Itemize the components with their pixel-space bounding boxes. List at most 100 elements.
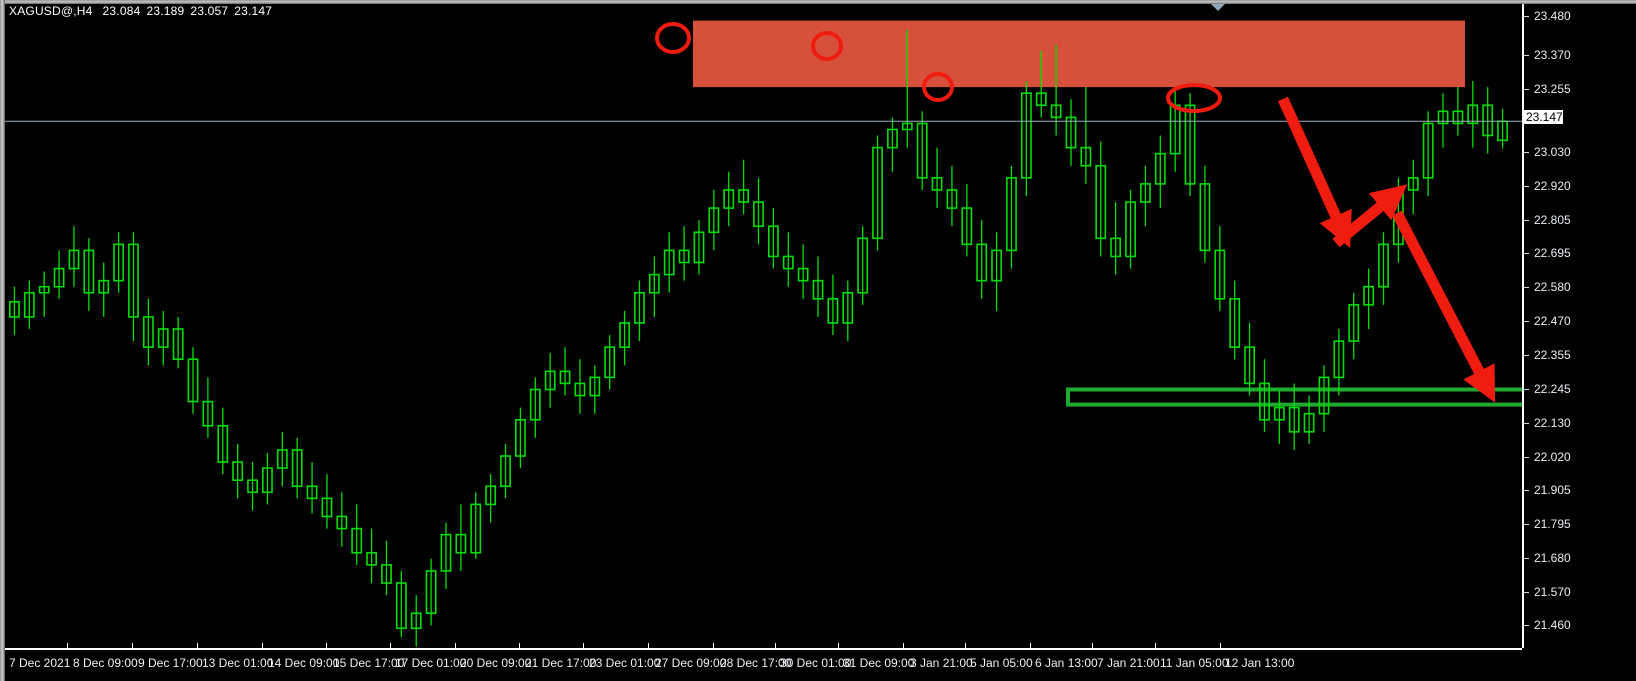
candlestick bbox=[1437, 93, 1449, 148]
chevron-down-icon[interactable] bbox=[1211, 4, 1225, 11]
price-scale-axis[interactable]: 23.480 23.370 23.255 23.147 23.030 22.920 22.8… bbox=[1522, 4, 1636, 648]
candlestick bbox=[157, 310, 169, 366]
support-zone-rect[interactable] bbox=[1066, 387, 1522, 407]
time-separator bbox=[1155, 643, 1156, 650]
time-axis-label: 8 Dec 09:00 bbox=[73, 656, 138, 670]
candlestick bbox=[1154, 135, 1166, 209]
candlestick bbox=[634, 280, 645, 342]
candlestick bbox=[202, 377, 214, 438]
time-separator bbox=[903, 643, 904, 650]
time-axis-label: 30 Dec 01:00 bbox=[780, 656, 852, 670]
time-scale-axis[interactable]: 7 Dec 2021 8 Dec 09:00 9 Dec 17:00 13 Dec 0… bbox=[5, 643, 1522, 681]
open-value: 23.084 bbox=[102, 4, 141, 18]
time-axis-label: 15 Dec 17:00 bbox=[333, 656, 405, 670]
candlestick bbox=[500, 443, 511, 499]
tick-dash-icon bbox=[1524, 186, 1529, 188]
candlestick bbox=[470, 492, 482, 559]
candlestick bbox=[1095, 141, 1107, 257]
time-axis-label: 31 Dec 09:00 bbox=[843, 656, 915, 670]
time-axis-label: 12 Jan 13:00 bbox=[1225, 656, 1295, 670]
annotation-circle[interactable] bbox=[1166, 83, 1222, 113]
price-tick: 22.695 bbox=[1524, 246, 1571, 260]
candlestick bbox=[53, 250, 65, 299]
time-separator bbox=[262, 643, 263, 650]
candlestick bbox=[1303, 395, 1315, 444]
candlestick bbox=[291, 437, 303, 499]
time-axis-label: 9 Dec 17:00 bbox=[138, 656, 203, 670]
annotation-arrow[interactable] bbox=[1392, 210, 1496, 403]
zone-annotations bbox=[693, 20, 1522, 407]
candlestick bbox=[23, 280, 35, 330]
price-tick-label: 22.245 bbox=[1534, 382, 1571, 396]
price-tick: 21.570 bbox=[1524, 585, 1571, 599]
price-tick: 21.460 bbox=[1524, 618, 1571, 632]
price-tick: 21.795 bbox=[1524, 517, 1571, 531]
candlestick bbox=[1214, 226, 1226, 311]
annotation-circle[interactable] bbox=[922, 72, 954, 102]
candlestick bbox=[1318, 365, 1330, 432]
price-tick-label: 21.795 bbox=[1534, 517, 1571, 531]
time-axis-label: 11 Jan 05:00 bbox=[1160, 656, 1229, 670]
candlestick bbox=[1169, 87, 1181, 172]
tick-dash-icon bbox=[1524, 592, 1529, 594]
time-separator bbox=[67, 643, 68, 650]
price-tick-label: 22.695 bbox=[1534, 246, 1571, 260]
symbol-quote-bar: XAGUSD@,H4 23.084 23.189 23.057 23.147 bbox=[5, 4, 278, 19]
price-tick: 22.920 bbox=[1524, 179, 1571, 193]
candlestick bbox=[1065, 99, 1077, 166]
candlestick bbox=[306, 462, 318, 514]
time-separator bbox=[132, 643, 133, 650]
candlestick bbox=[961, 183, 973, 257]
axis-corner bbox=[1522, 648, 1636, 681]
price-tick-label: 22.020 bbox=[1534, 450, 1571, 464]
candlestick bbox=[381, 540, 392, 596]
close-value: 23.147 bbox=[234, 4, 273, 18]
candlestick bbox=[1229, 280, 1241, 360]
tick-dash-icon bbox=[1524, 321, 1529, 323]
annotation-arrow[interactable] bbox=[1332, 184, 1408, 248]
candlestick bbox=[1199, 165, 1211, 263]
tick-dash-icon bbox=[1524, 355, 1529, 357]
candlestick bbox=[708, 189, 720, 251]
time-separator bbox=[326, 643, 327, 650]
candlestick bbox=[1467, 81, 1479, 148]
candlestick bbox=[9, 286, 20, 336]
candlestick bbox=[797, 244, 809, 299]
price-tick-label: 22.580 bbox=[1534, 280, 1571, 294]
price-tick-label: 21.460 bbox=[1534, 618, 1571, 632]
annotation-arrow[interactable] bbox=[1277, 96, 1352, 249]
symbol-label: XAGUSD@,H4 bbox=[9, 4, 93, 18]
candlestick bbox=[916, 111, 928, 190]
candlestick bbox=[247, 462, 258, 511]
drawing-annotations bbox=[655, 22, 1496, 403]
tick-dash-icon bbox=[1524, 389, 1529, 391]
candlestick bbox=[887, 117, 898, 172]
candlestick bbox=[1407, 159, 1419, 215]
price-tick-label: 22.355 bbox=[1534, 348, 1571, 362]
candlestick bbox=[1259, 359, 1270, 432]
candlestick-series bbox=[9, 29, 1508, 647]
ohlc-values: 23.084 23.189 23.057 23.147 bbox=[103, 4, 279, 18]
candlestick bbox=[321, 474, 333, 529]
candlestick bbox=[128, 232, 139, 342]
tick-dash-icon bbox=[1524, 423, 1529, 425]
annotation-circle[interactable] bbox=[811, 31, 843, 61]
price-tick-label: 21.905 bbox=[1534, 483, 1571, 497]
candlestick bbox=[723, 171, 735, 227]
candlestick bbox=[142, 298, 154, 366]
time-axis-label: 13 Dec 01:00 bbox=[202, 656, 274, 670]
time-axis-label: 7 Jan 21:00 bbox=[1097, 656, 1160, 670]
price-tick-label: 23.370 bbox=[1534, 48, 1571, 62]
time-separator bbox=[965, 643, 966, 650]
candlestick bbox=[857, 226, 869, 305]
candlestick bbox=[276, 431, 288, 487]
price-tick-label: 23.255 bbox=[1534, 82, 1571, 96]
resistance-zone-rect[interactable] bbox=[693, 20, 1465, 88]
price-tick-label: 22.805 bbox=[1534, 213, 1571, 227]
price-tick: 23.255 bbox=[1524, 82, 1571, 96]
time-axis-label: 27 Dec 09:00 bbox=[655, 656, 727, 670]
candlestick bbox=[872, 135, 883, 251]
annotation-circle[interactable] bbox=[655, 22, 691, 54]
chart-plot-area[interactable] bbox=[5, 20, 1522, 648]
